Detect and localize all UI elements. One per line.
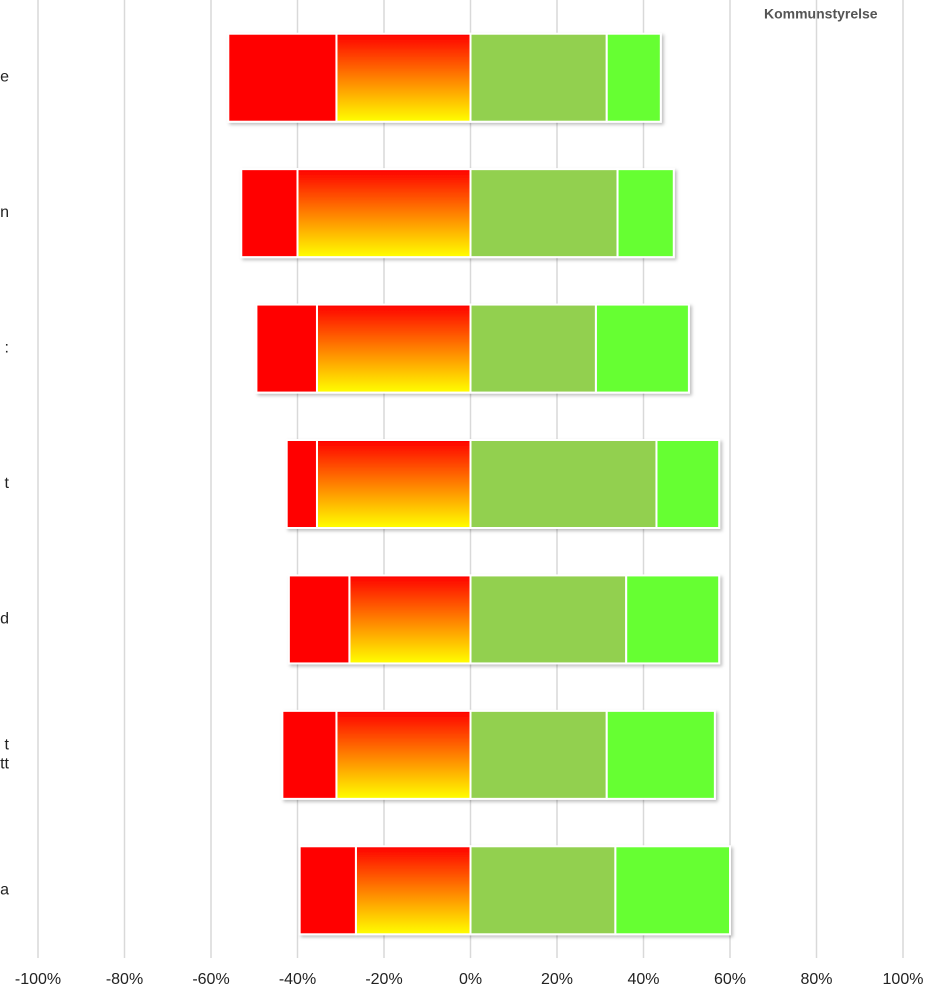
category-label: : (5, 340, 9, 357)
bar-segment (315, 439, 472, 529)
bar-segment (469, 439, 658, 529)
bar-segment (285, 439, 318, 529)
x-tick-label: 100% (883, 971, 924, 988)
bar-segment (469, 303, 597, 394)
bar-segment (315, 303, 472, 394)
bar-group (285, 439, 721, 529)
bar-segment (469, 168, 619, 259)
x-tick-label: 0% (459, 971, 482, 988)
category-label: n (0, 204, 9, 221)
bar-segment (605, 32, 662, 123)
x-tick-label: -80% (106, 971, 143, 988)
bar-segment (335, 709, 472, 800)
bar-segment (625, 574, 721, 665)
category-label: t tt (0, 737, 9, 773)
bar-segment (298, 845, 357, 936)
bar-segment (240, 168, 299, 259)
bar-segment (469, 574, 628, 665)
bar-segment (354, 845, 472, 936)
bar-segment (655, 439, 721, 529)
x-tick-label: -40% (279, 971, 316, 988)
bar-group (255, 303, 690, 394)
bar-group (227, 32, 662, 123)
bar-segment (605, 709, 716, 800)
bar-group (287, 574, 721, 665)
bar-segment (227, 32, 338, 123)
category-label: e (0, 69, 9, 86)
category-label: a (0, 882, 9, 899)
bar-segment (348, 574, 472, 665)
x-tick-label: -100% (15, 971, 61, 988)
chart-title: Kommunstyrelse (764, 6, 878, 22)
category-label: t (5, 475, 10, 492)
bar-group (240, 168, 675, 259)
x-tick-label: 40% (627, 971, 659, 988)
bar-segment (296, 168, 472, 259)
bar-segment (616, 168, 675, 259)
bar-segment (287, 574, 351, 665)
category-label: d (0, 611, 9, 628)
bar-segment (469, 32, 608, 123)
x-tick-label: 60% (714, 971, 746, 988)
x-tick-label: 80% (800, 971, 832, 988)
x-tick-label: 20% (541, 971, 573, 988)
x-tick-label: -60% (192, 971, 229, 988)
bar-segment (469, 709, 608, 800)
bar-segment (614, 845, 732, 936)
bar-segment (335, 32, 472, 123)
bar-group (298, 845, 732, 936)
x-tick-label: -20% (365, 971, 402, 988)
bar-segment (594, 303, 690, 394)
bar-group (281, 709, 716, 800)
bar-segment (281, 709, 338, 800)
bar-segment (469, 845, 617, 936)
bar-segment (255, 303, 318, 394)
